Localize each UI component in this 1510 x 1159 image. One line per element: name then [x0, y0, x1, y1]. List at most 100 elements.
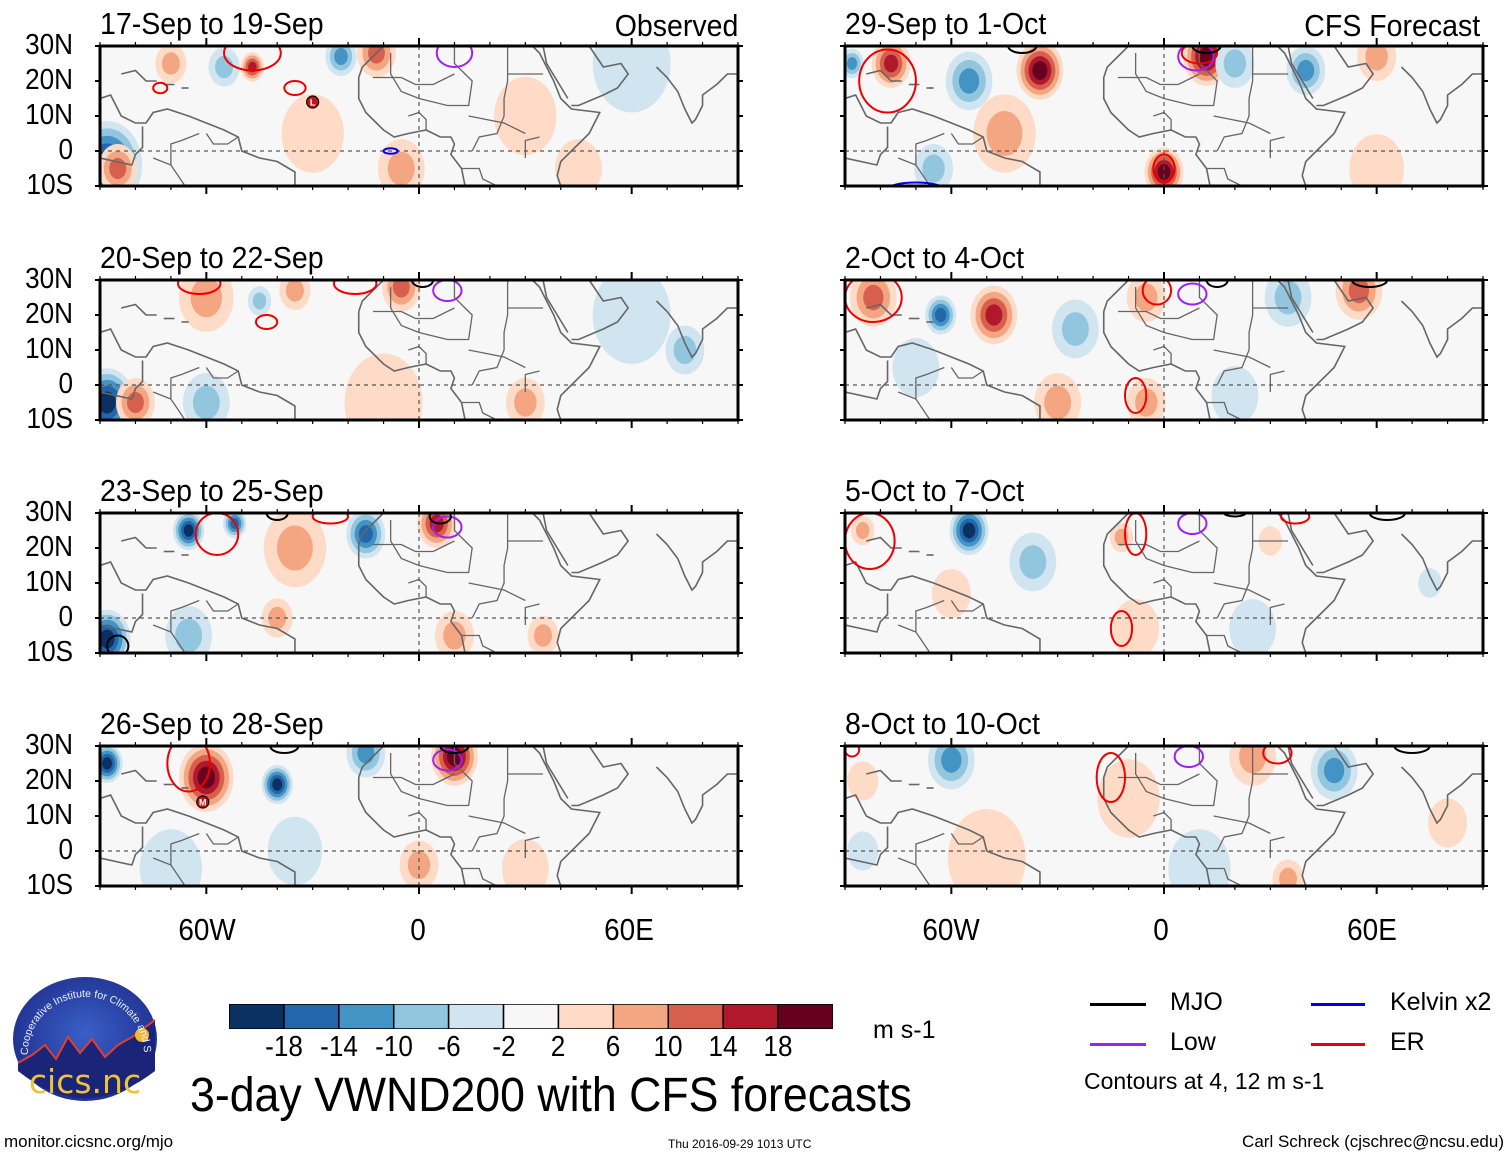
panel-title: 17-Sep to 19-Sep — [100, 6, 324, 41]
country-border — [897, 391, 931, 420]
anomaly-shade — [892, 338, 940, 397]
coastline — [542, 746, 569, 799]
colorbar-tick-label: -2 — [491, 1031, 516, 1063]
anomaly-shade — [863, 284, 884, 311]
country-border — [1213, 815, 1271, 835]
y-tick-label: 10S — [26, 403, 73, 435]
coastline — [542, 280, 569, 333]
y-tick-label: 30N — [25, 729, 73, 761]
coastline — [655, 766, 738, 825]
y-tick-label: 30N — [25, 496, 73, 528]
anomaly-shade — [126, 391, 144, 414]
coastline — [357, 77, 466, 186]
er-contour — [1262, 746, 1293, 765]
country-border — [1206, 634, 1244, 653]
mjo-contour — [1350, 280, 1389, 288]
country-border — [468, 815, 526, 835]
y-tick-label: 10S — [26, 869, 73, 901]
legend-label-er: ER — [1390, 1028, 1425, 1056]
anomaly-shade — [392, 280, 410, 298]
country-border — [170, 832, 200, 865]
anomaly-shade — [494, 76, 557, 156]
y-tick-label: 10N — [25, 566, 73, 598]
x-tick-label-left-0: 0 — [410, 912, 426, 947]
coastline — [1102, 280, 1130, 312]
coastline — [1287, 513, 1314, 566]
anomaly-shade — [884, 54, 899, 73]
anomaly-shade — [161, 52, 180, 75]
x-tick-label-right-60w: 60W — [922, 912, 980, 947]
er-contour — [223, 46, 282, 72]
country-border — [471, 280, 509, 386]
country-border — [461, 401, 499, 420]
country-border — [915, 132, 945, 165]
anomaly-shade — [100, 391, 116, 414]
anomaly-shade — [1428, 798, 1468, 848]
colorbar-tick-label: 10 — [653, 1031, 683, 1063]
mjo-contour — [1191, 46, 1222, 54]
country-border — [524, 136, 540, 158]
coastline — [1102, 777, 1211, 886]
footer-url[interactable]: monitor.cicsnc.org/mjo — [4, 1132, 174, 1151]
mjo-contour — [1205, 280, 1229, 288]
coastline — [542, 513, 569, 566]
anomaly-shade — [1274, 280, 1302, 315]
y-tick-label: 0 — [58, 601, 73, 633]
panel-title: 26-Sep to 28-Sep — [100, 706, 324, 741]
country-border — [372, 773, 455, 786]
legend-label-low: Low — [1170, 1028, 1216, 1056]
colorbar-swatch — [722, 1004, 779, 1029]
coastline — [845, 826, 889, 866]
y-tick-label: 10S — [26, 636, 73, 668]
coastline — [845, 126, 889, 166]
country-border — [524, 370, 540, 392]
map-panel: M — [95, 738, 743, 894]
anomaly-shade — [285, 280, 304, 302]
anomaly-shade — [1032, 61, 1048, 80]
country-border — [1117, 73, 1200, 86]
country-border — [1134, 746, 1218, 807]
low-contour — [1177, 46, 1215, 72]
country-border — [1216, 280, 1254, 386]
country-border — [1153, 345, 1172, 364]
mjo-contour — [1223, 513, 1247, 518]
country-border — [1153, 578, 1172, 597]
coastline — [531, 513, 601, 653]
country-border — [205, 133, 239, 145]
er-contour — [1279, 513, 1311, 525]
anomaly-shade — [368, 46, 385, 64]
legend-swatch-er — [1311, 1043, 1365, 1046]
coastline — [1276, 46, 1346, 186]
colorbar-swatch — [283, 1004, 340, 1029]
coastline — [1102, 746, 1130, 778]
anomaly-shade — [183, 524, 194, 537]
country-border — [461, 867, 499, 886]
colorbar-tick-label: 14 — [708, 1031, 738, 1063]
map-panel — [95, 272, 743, 428]
anomaly-shade — [958, 68, 980, 94]
anomaly-shade — [1112, 599, 1160, 653]
country-border — [408, 345, 427, 364]
y-tick-label: 10N — [25, 799, 73, 831]
coastline — [1287, 746, 1314, 799]
country-border — [408, 111, 427, 130]
anomaly-shade — [1279, 867, 1298, 886]
coastline — [1102, 46, 1130, 78]
coastline — [100, 593, 144, 633]
coastline — [1102, 77, 1211, 186]
anomaly-shade — [1223, 49, 1247, 78]
legend-swatch-low — [1090, 1043, 1146, 1046]
er-contour — [845, 280, 903, 323]
anomaly-shade — [555, 139, 602, 186]
coastline — [357, 513, 385, 545]
y-tick-label: 30N — [25, 263, 73, 295]
country-border — [950, 600, 984, 612]
colorbar-tick-label: -18 — [265, 1031, 303, 1063]
country-border — [152, 391, 186, 420]
coastline — [1400, 766, 1483, 825]
coastline — [542, 46, 569, 99]
mjo-contour — [106, 634, 130, 653]
tropical-storm-icon: M — [196, 795, 210, 809]
low-contour — [1177, 282, 1208, 306]
colorbar-swatch — [338, 1004, 395, 1029]
